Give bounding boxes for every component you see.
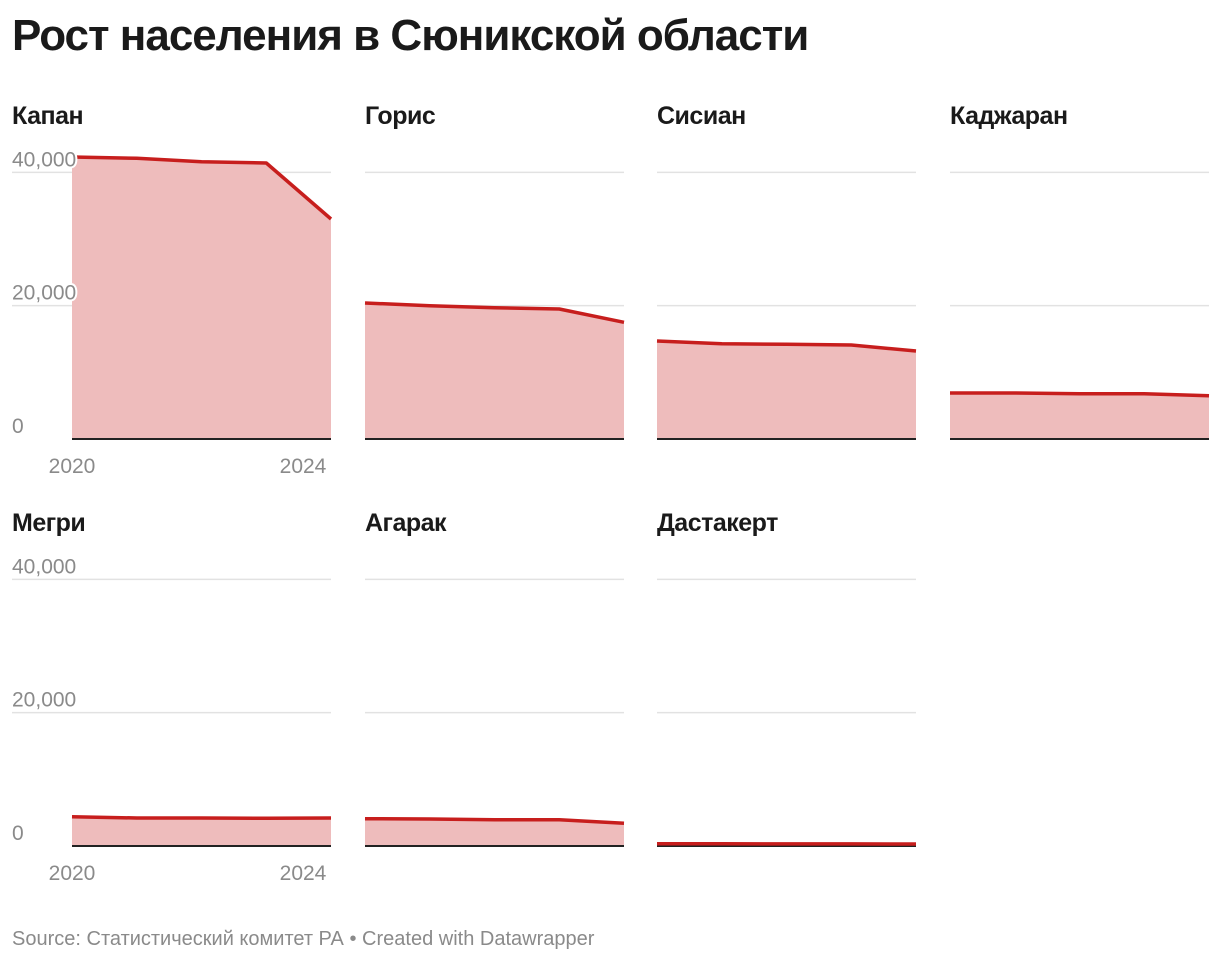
y-tick-label: 0 bbox=[12, 822, 24, 845]
source-label: Source: bbox=[12, 928, 81, 950]
panel-title: Дастакерт bbox=[657, 509, 778, 537]
panel-title: Каджаран bbox=[950, 102, 1068, 130]
chart-title: Рост населения в Сюникской области bbox=[12, 11, 809, 60]
y-tick-label: 40,000 bbox=[12, 148, 76, 171]
series-line bbox=[71, 814, 332, 821]
x-tick-label: 2020 bbox=[49, 455, 96, 478]
series-line bbox=[364, 301, 625, 325]
area-fill bbox=[72, 157, 331, 439]
y-tick-label: 20,000 bbox=[12, 282, 76, 305]
panel-title: Агарак bbox=[365, 509, 447, 537]
panel-title: Сисиан bbox=[657, 102, 746, 130]
source-text: Статистический комитет РА bbox=[86, 928, 344, 950]
series-line bbox=[950, 391, 1210, 398]
series-line bbox=[364, 816, 625, 826]
area-fill bbox=[365, 818, 624, 846]
x-tick-label: 2024 bbox=[280, 455, 327, 478]
x-tick-label: 2024 bbox=[280, 862, 327, 885]
area-fill bbox=[657, 341, 916, 439]
x-tick-label: 2020 bbox=[49, 862, 96, 885]
footer: Source: Статистический комитет РА • Crea… bbox=[12, 928, 594, 951]
area-fill bbox=[72, 816, 331, 846]
credit-text: Created with Datawrapper bbox=[362, 928, 595, 950]
footer-separator: • bbox=[349, 928, 357, 950]
y-tick-label: 0 bbox=[12, 415, 24, 438]
series-line bbox=[656, 339, 917, 353]
panel-title: Капан bbox=[12, 102, 83, 130]
y-tick-label: 40,000 bbox=[12, 555, 76, 578]
area-fill bbox=[950, 393, 1209, 439]
area-fill bbox=[365, 303, 624, 439]
series-line bbox=[71, 155, 333, 221]
panel-title: Горис bbox=[365, 102, 436, 130]
y-tick-label: 20,000 bbox=[12, 689, 76, 712]
panel-title: Мегри bbox=[12, 509, 85, 537]
